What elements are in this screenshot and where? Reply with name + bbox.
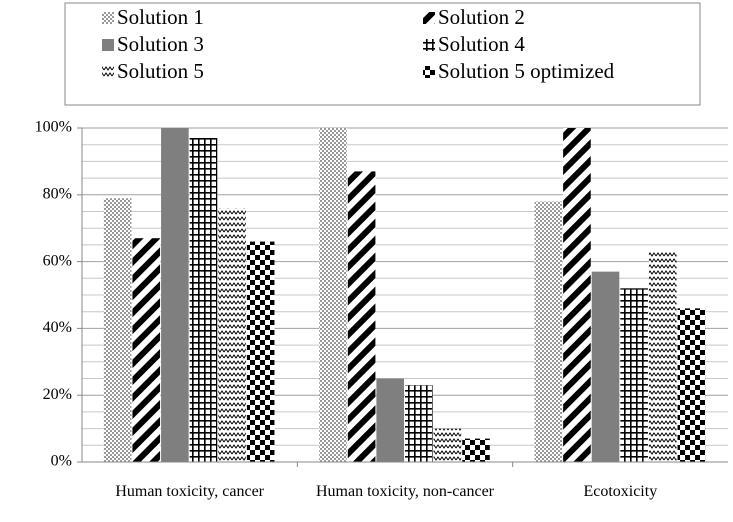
legend-label: Solution 5 optimized: [438, 59, 615, 83]
legend-swatch: [423, 39, 435, 51]
bar: [319, 128, 347, 462]
legend-box: [64, 2, 701, 106]
legend-swatch: [423, 66, 435, 78]
bar: [405, 385, 433, 462]
legend-label: Solution 2: [438, 5, 525, 29]
legend-swatch: [423, 12, 435, 24]
x-tick-label: Human toxicity, non-cancer: [315, 483, 494, 500]
y-tick-label: 20%: [43, 386, 72, 403]
x-tick-label: Human toxicity, cancer: [115, 483, 264, 500]
x-tick-label: Ecotoxicity: [583, 483, 658, 500]
y-tick-label: 60%: [43, 252, 72, 269]
y-tick-label: 0%: [51, 453, 72, 470]
bar: [591, 271, 620, 462]
legend-swatch: [102, 39, 114, 51]
y-tick-label: 100%: [35, 119, 72, 136]
legend-swatch: [102, 12, 114, 24]
bar: [218, 208, 246, 462]
bar: [648, 251, 677, 462]
bar: [132, 238, 161, 462]
legend-swatch: [102, 66, 114, 78]
y-tick-label: 40%: [43, 319, 72, 336]
y-tick-label: 80%: [43, 185, 72, 202]
legend-label: Solution 5: [117, 59, 204, 83]
legend-label: Solution 3: [117, 32, 204, 56]
bar: [246, 241, 275, 462]
bar: [534, 201, 563, 463]
bar: [161, 128, 189, 462]
bar: [677, 308, 706, 462]
bar: [462, 438, 490, 462]
legend-label: Solution 4: [438, 32, 525, 56]
legend-label: Solution 1: [117, 5, 204, 29]
bar: [103, 198, 132, 462]
bar: [620, 288, 648, 462]
bar: [563, 128, 591, 462]
bar: [376, 378, 404, 462]
bar: [347, 171, 376, 463]
bar: [189, 138, 218, 462]
bar: [433, 428, 462, 462]
